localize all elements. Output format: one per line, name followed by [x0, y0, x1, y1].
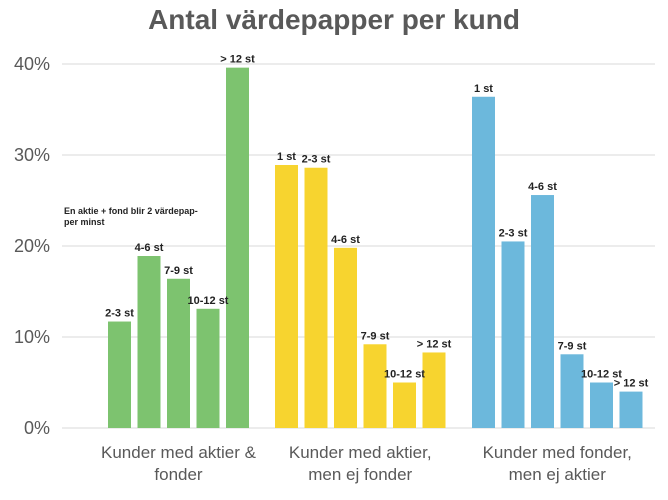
data-label: 7-9 st: [361, 330, 390, 342]
bar: [472, 96, 495, 428]
annotation-text: En aktie + fond blir 2 värdepap-per mins…: [64, 206, 198, 227]
bar: [304, 167, 328, 429]
data-label: 4-6 st: [135, 242, 164, 254]
data-label: 10-12 st: [581, 369, 622, 381]
chart-title: Antal värdepapper per kund: [148, 4, 520, 35]
category-label: Kunder med aktier, men ej fonder: [289, 443, 432, 484]
bars: [108, 67, 643, 429]
data-label: 4-6 st: [528, 181, 557, 193]
category-label: Kunder med aktier & fonder: [101, 443, 257, 484]
y-tick-label: 10%: [14, 327, 50, 347]
data-label: 7-9 st: [558, 340, 587, 352]
bar: [393, 382, 416, 428]
y-axis: 0% 10% 20% 30% 40%: [14, 54, 50, 438]
bar: [196, 308, 220, 428]
bar: [108, 321, 131, 428]
bar: [422, 352, 446, 428]
category-label-line: men ej fonder: [308, 465, 412, 484]
data-label: 2-3 st: [105, 308, 134, 320]
data-label: > 12 st: [614, 378, 649, 390]
data-label: 1 st: [277, 151, 296, 163]
data-label: 7-9 st: [164, 265, 193, 277]
bar: [137, 256, 161, 428]
y-tick-label: 20%: [14, 236, 50, 256]
y-tick-label: 30%: [14, 145, 50, 165]
data-label: > 12 st: [417, 338, 452, 350]
annotation-line: En aktie + fond blir 2 värdepap-: [64, 206, 198, 216]
data-label: 2-3 st: [302, 154, 331, 166]
annotation-line: per minst: [64, 217, 105, 227]
bar: [531, 195, 554, 428]
bar: [334, 247, 357, 428]
category-label: Kunder med fonder, men ej aktier: [483, 443, 632, 484]
data-label: 1 st: [474, 83, 493, 95]
bar: [363, 344, 387, 428]
y-tick-label: 0%: [24, 418, 50, 438]
bar: [226, 67, 249, 428]
annotation: En aktie + fond blir 2 värdepap-per mins…: [64, 206, 198, 227]
gridlines: [62, 63, 655, 429]
category-label-line: fonder: [154, 465, 203, 484]
category-label-line: men ej aktier: [509, 465, 607, 484]
data-label: 10-12 st: [188, 295, 229, 307]
y-tick-label: 40%: [14, 54, 50, 74]
category-label-line: Kunder med aktier &: [101, 443, 257, 462]
category-label-line: Kunder med aktier,: [289, 443, 432, 462]
bar: [590, 382, 613, 428]
data-label: 10-12 st: [384, 369, 425, 381]
bar: [167, 278, 190, 428]
data-label: > 12 st: [220, 54, 255, 66]
bar: [619, 391, 643, 428]
bar: [560, 354, 584, 428]
category-label-line: Kunder med fonder,: [483, 443, 632, 462]
data-label: 2-3 st: [499, 227, 528, 239]
data-label: 4-6 st: [331, 234, 360, 246]
bar: [275, 165, 298, 428]
bar: [501, 241, 525, 428]
